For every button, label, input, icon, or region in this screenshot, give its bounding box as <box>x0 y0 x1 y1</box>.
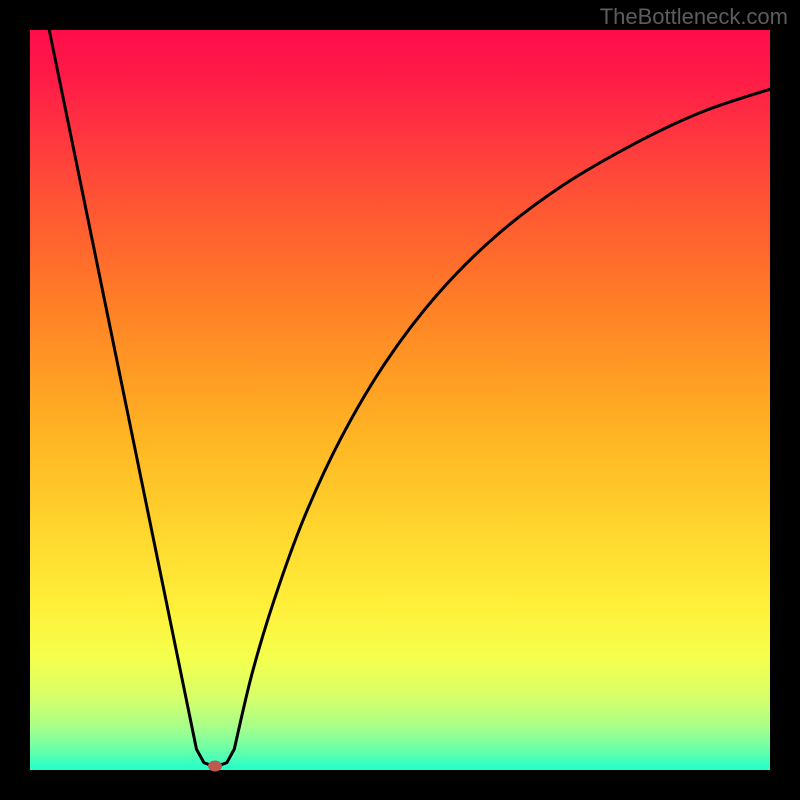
plot-area <box>30 30 770 770</box>
optimal-point-marker <box>208 760 222 771</box>
bottleneck-curve <box>30 30 770 770</box>
watermark-text: TheBottleneck.com <box>600 4 788 30</box>
